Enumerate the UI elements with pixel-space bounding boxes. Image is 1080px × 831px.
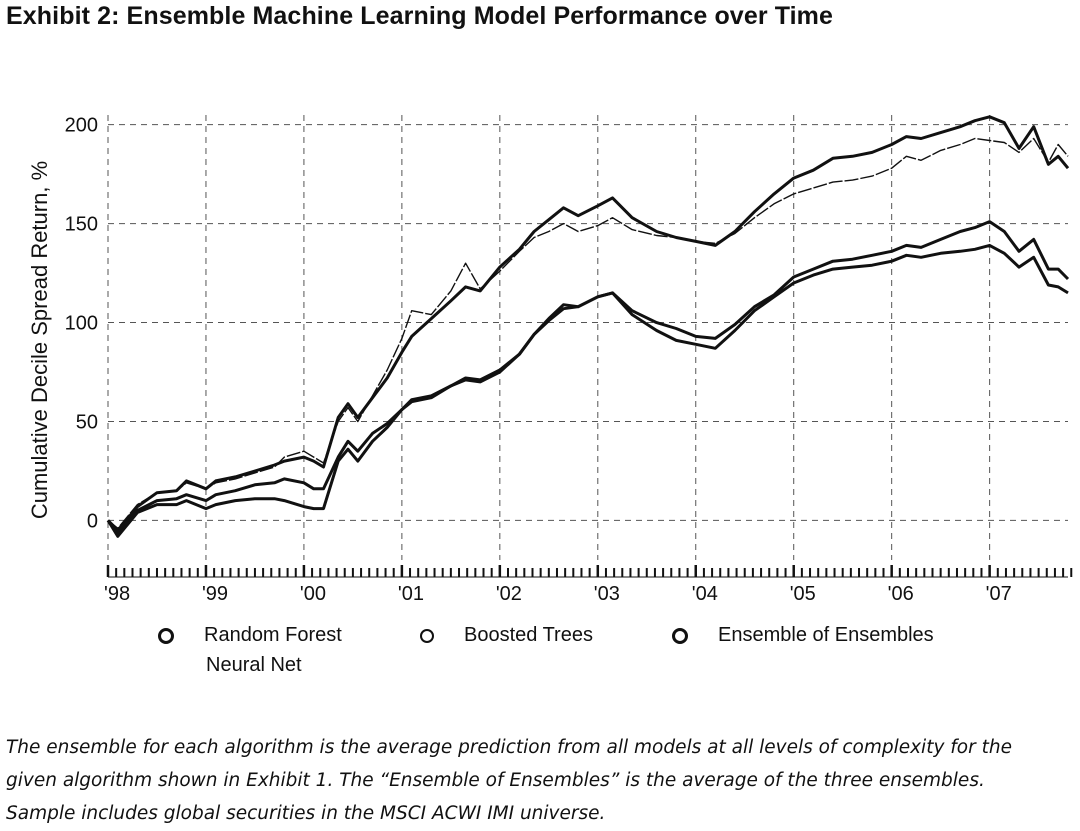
x-tick-label: '01 bbox=[398, 583, 424, 605]
legend: Random Forest Boosted Trees Ensemble of … bbox=[152, 620, 1052, 680]
legend-item-boosted-trees: Boosted Trees bbox=[420, 624, 593, 647]
y-tick-label: 50 bbox=[76, 411, 98, 433]
series-line-ensemble-of-ensembles bbox=[106, 220, 1070, 534]
y-axis-label: Cumulative Decile Spread Return, % bbox=[27, 161, 52, 519]
series-lines bbox=[106, 115, 1070, 538]
line-chart: 0 50 100 150 200 '98 '99 '00 '01 '02 '03 '04 '05 '06… bbox=[27, 115, 1073, 605]
footnote: The ensemble for each algorithm is the a… bbox=[6, 731, 1076, 830]
grid bbox=[107, 115, 1068, 560]
legend-item-neural-net: Neural Net bbox=[206, 654, 302, 677]
x-tick-label: '05 bbox=[790, 583, 816, 605]
chart-title: Exhibit 2: Ensemble Machine Learning Mod… bbox=[6, 2, 833, 30]
legend-label: Neural Net bbox=[206, 654, 302, 676]
x-tick-label: '04 bbox=[692, 583, 718, 605]
series-line-random-forest bbox=[106, 115, 1070, 532]
legend-marker-icon bbox=[420, 628, 434, 643]
x-tick-label: '98 bbox=[104, 583, 130, 605]
x-tick-label: '99 bbox=[202, 583, 228, 605]
series-line-boosted-trees bbox=[107, 137, 1069, 529]
footnote-line: given algorithm shown in Exhibit 1. The … bbox=[6, 770, 985, 791]
y-tick-label: 100 bbox=[65, 313, 98, 335]
x-tick-label: '03 bbox=[594, 583, 620, 605]
x-tick-label: '07 bbox=[986, 583, 1012, 605]
legend-marker-icon bbox=[672, 627, 688, 644]
x-tick-label: '00 bbox=[300, 583, 326, 605]
series-line-neural-net bbox=[106, 243, 1069, 538]
legend-item-random-forest: Random Forest bbox=[158, 624, 342, 647]
x-tick-label: '06 bbox=[888, 583, 914, 605]
y-tick-label: 0 bbox=[87, 510, 98, 532]
footnote-line: Sample includes global securities in the… bbox=[6, 803, 606, 824]
legend-marker-icon bbox=[158, 627, 174, 644]
legend-label: Random Forest bbox=[204, 624, 342, 646]
y-tick-label: 150 bbox=[65, 214, 98, 236]
x-tick-label: '02 bbox=[496, 583, 522, 605]
legend-item-ensemble-of-ensembles: Ensemble of Ensembles bbox=[672, 624, 934, 647]
y-tick-label: 200 bbox=[65, 115, 98, 137]
legend-label: Ensemble of Ensembles bbox=[718, 624, 934, 646]
legend-label: Boosted Trees bbox=[464, 624, 593, 646]
footnote-line: The ensemble for each algorithm is the a… bbox=[6, 737, 1012, 758]
x-axis: '98 '99 '00 '01 '02 '03 '04 '05 '06 '07 bbox=[104, 565, 1073, 605]
y-axis: 0 50 100 150 200 bbox=[65, 115, 98, 533]
